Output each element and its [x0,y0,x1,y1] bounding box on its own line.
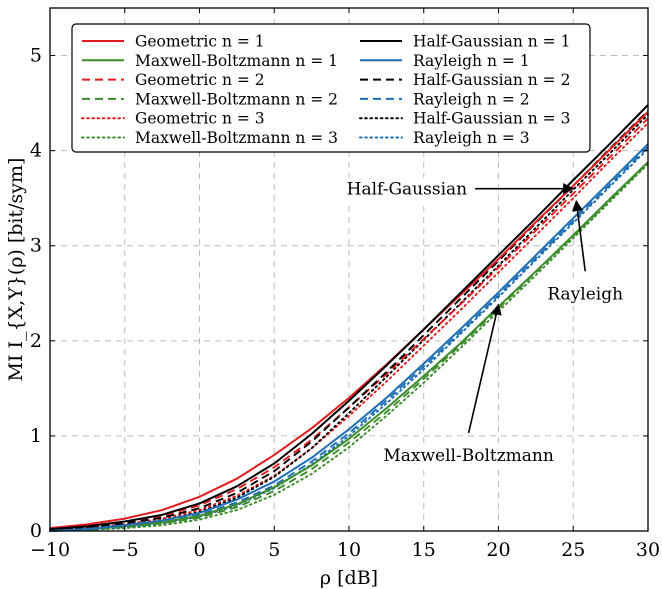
series-line-1 [49,161,649,532]
x-tick-label: −10 [30,539,70,561]
annotation-arrow [571,199,587,272]
legend-label: Half-Gaussian n = 1 [413,33,570,51]
x-tick-label: 30 [636,539,660,561]
legend-box [71,23,591,153]
legend-label: Geometric n = 2 [135,71,265,89]
legend-label: Half-Gaussian n = 2 [413,71,570,89]
series-line-0 [49,110,649,530]
x-tick-label: 5 [268,539,280,561]
legend-label: Rayleigh n = 1 [413,52,530,70]
annotation-background [543,282,628,307]
legend-label: Half-Gaussian n = 3 [413,110,570,128]
legend-label: Rayleigh n = 2 [413,90,530,108]
y-tick-label: 5 [30,45,42,67]
annotation-label: Half-Gaussian [347,180,468,200]
x-tick-label: 0 [193,539,205,561]
legend-label: Maxwell-Boltzmann n = 2 [135,90,338,108]
series-line-6 [49,104,649,531]
series-line-2 [49,117,649,531]
x-tick-label: 15 [412,539,436,561]
plot-series [49,104,649,532]
x-axis-label: ρ [dB] [320,567,378,589]
axis-ticks: −10 −5 0 5 10 15 20 25 30 0 1 2 3 4 5 [30,8,660,561]
x-tick-label: −5 [111,539,139,561]
legend-label: Maxwell-Boltzmann n = 3 [135,129,338,147]
series-line-5 [49,162,649,532]
y-tick-label: 2 [30,330,42,352]
x-tick-label: 20 [486,539,510,561]
legend-label: Geometric n = 1 [135,33,265,51]
legend-label: Maxwell-Boltzmann n = 1 [135,52,338,70]
legend-label: Geometric n = 3 [135,110,265,128]
y-tick-label: 1 [30,425,42,447]
legend-label: Rayleigh n = 3 [413,129,530,147]
annotation-background [342,177,472,202]
x-tick-label: 10 [337,539,361,561]
y-axis-label: MI I_{X,Y}(ρ) [bit/sym] [5,158,27,382]
annotations: Half-Gaussian Rayleigh Maxwell-Boltzmann [342,177,628,468]
annotation-arrow [467,303,502,434]
annotation-background [379,443,558,468]
y-tick-label: 3 [30,235,42,257]
x-tick-label: 25 [561,539,585,561]
annotation-label: Rayleigh [547,284,623,304]
y-tick-label: 4 [30,140,42,162]
series-line-7 [49,143,649,532]
annotation-label: Maxwell-Boltzmann [383,446,554,466]
y-tick-label: 0 [30,520,42,542]
series-line-4 [49,122,649,531]
